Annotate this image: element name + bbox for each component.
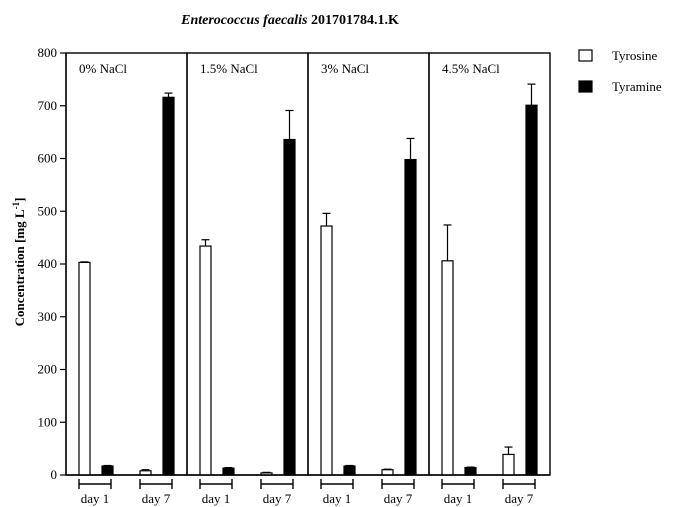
y-tick-label: 0 [51,467,58,482]
bar-tyrosine [199,245,212,476]
y-tick-label: 100 [38,414,58,429]
bar-tyrosine [78,261,91,476]
legend-label: Tyramine [612,79,662,94]
legend-swatch-tyramine [578,80,593,93]
panel-label: 4.5% NaCl [442,61,500,76]
y-axis-label-suffix: ] [12,198,27,202]
group-label: day 1 [202,491,231,506]
bar-tyramine [525,104,538,476]
y-tick-label: 200 [38,362,58,377]
legend-swatch-tyrosine [578,49,593,62]
bar-tyrosine [320,225,333,476]
y-tick-label: 800 [38,45,58,60]
bar-tyrosine [441,260,454,476]
legend-label: Tyrosine [612,48,658,63]
bar-tyramine [404,158,417,476]
group-label: day 7 [142,491,171,506]
group-label: day 7 [505,491,534,506]
group-label: day 1 [81,491,110,506]
panel-label: 0% NaCl [79,61,127,76]
panel-label: 3% NaCl [321,61,369,76]
group-label: day 1 [323,491,352,506]
y-axis-label-sup: -1 [11,201,21,209]
bar-tyramine [222,467,235,476]
panel-label: 1.5% NaCl [200,61,258,76]
group-label: day 7 [263,491,292,506]
y-tick-label: 700 [38,98,58,113]
y-tick-label: 500 [38,203,58,218]
plot-area: 0 100 200 300 400 500 600 700 800 0% NaCl day 1 day… [38,45,551,506]
chart-title-rest: 201701784.1.K [307,13,399,28]
bar-tyramine [101,465,114,476]
group-label: day 1 [444,491,473,506]
chart-title: Enterococcus faecalis 201701784.1.K [180,13,399,28]
chart-title-italic: Enterococcus faecalis [180,13,308,28]
group-label: day 7 [384,491,413,506]
legend: Tyrosine Tyramine [578,48,662,94]
y-axis-label: Concentration [mg L-1] [11,198,27,327]
bar-tyramine [464,467,477,476]
y-tick-label: 300 [38,309,58,324]
bar-tyramine [162,96,175,476]
bar-tyrosine [381,469,394,476]
y-axis-label-prefix: Concentration [mg L [12,209,27,326]
bar-tyramine [343,465,356,476]
y-tick-label: 400 [38,256,58,271]
bar-tyramine [283,138,296,476]
y-tick-label: 600 [38,151,58,166]
bar-tyrosine [502,453,515,476]
